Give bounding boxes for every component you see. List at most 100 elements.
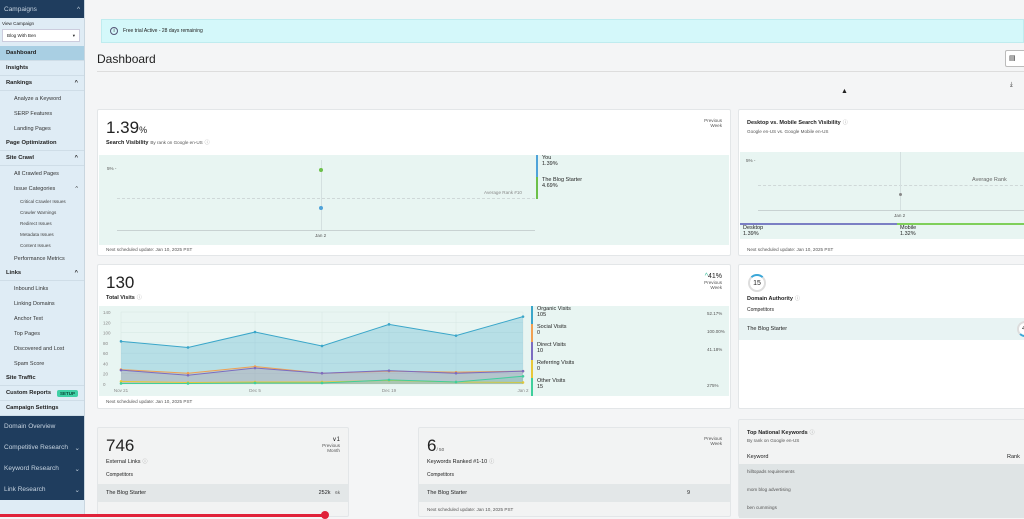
- help-icon[interactable]: ⓘ: [142, 459, 148, 465]
- sidebar-item-site-crawl[interactable]: Site Crawl ^: [0, 151, 84, 166]
- data-point[interactable]: [119, 380, 123, 383]
- domain-authority-card: 15 Domain Authority ⓘ Competitors The Bl…: [738, 264, 1024, 409]
- chevron-down-icon: ⌄: [74, 486, 80, 494]
- sidebar-item-metadata-issues[interactable]: Metadata Issues: [0, 229, 84, 240]
- nav-competitive-research[interactable]: Competitive Research ⌄: [0, 437, 84, 458]
- y-tick-label: 80: [103, 341, 109, 346]
- help-icon[interactable]: ⓘ: [809, 430, 815, 436]
- data-point[interactable]: [521, 381, 525, 384]
- keyword-row[interactable]: hilltopads requirements: [747, 469, 795, 474]
- chevron-up-icon[interactable]: ^: [75, 185, 78, 192]
- sidebar-item-inbound-links[interactable]: Inbound Links: [0, 281, 84, 296]
- data-point[interactable]: [119, 340, 123, 343]
- sidebar-item-label: Links: [6, 270, 22, 276]
- sidebar-item-label: Site Traffic: [6, 375, 36, 381]
- sidebar-item-performance-metrics[interactable]: Performance Metrics: [0, 251, 84, 266]
- x-tick: Jan 2: [315, 233, 327, 238]
- external-links-card: 746 External Links ⓘ ∨1 Previous Month Co…: [97, 427, 349, 517]
- competitors-label: Competitors: [106, 472, 133, 478]
- data-point[interactable]: [253, 366, 257, 370]
- col-rank: Rank: [1007, 454, 1020, 460]
- sidebar-item-site-traffic[interactable]: Site Traffic: [0, 371, 84, 386]
- data-point[interactable]: [387, 323, 391, 326]
- sidebar-item-content-issues[interactable]: Content Issues: [0, 240, 84, 251]
- y-tick: 5% -: [107, 166, 117, 171]
- sidebar-item-label: Linking Domains: [14, 300, 55, 307]
- sidebar-item-links[interactable]: Links ^: [0, 266, 84, 281]
- sidebar-item-critical-crawler-issues[interactable]: Critical Crawler Issues: [0, 196, 84, 207]
- data-point[interactable]: [320, 371, 324, 375]
- visibility-value: 1.39: [106, 118, 140, 137]
- sidebar-item-campaign-settings[interactable]: Campaign Settings: [0, 401, 84, 416]
- chevron-up-icon[interactable]: ^: [74, 80, 78, 86]
- avg-rank-label: Average Rank: [972, 177, 1007, 183]
- sidebar-item-insights[interactable]: Insights: [0, 61, 84, 76]
- data-point[interactable]: [454, 380, 458, 384]
- chevron-up-icon: ^: [76, 5, 80, 13]
- data-point[interactable]: [320, 344, 324, 348]
- data-point[interactable]: [186, 382, 190, 385]
- data-point[interactable]: [387, 369, 391, 372]
- nav-domain-overview[interactable]: Domain Overview: [0, 416, 84, 437]
- sidebar-item-all-crawled-pages[interactable]: All Crawled Pages: [0, 166, 84, 181]
- update-note: Next scheduled update: Jan 10, 2025 PST: [106, 247, 193, 252]
- help-icon[interactable]: ⓘ: [204, 140, 210, 146]
- nav-keyword-research[interactable]: Keyword Research ⌄: [0, 458, 84, 479]
- video-scrubber-handle[interactable]: [321, 511, 329, 519]
- sidebar-item-custom-reports[interactable]: Custom Reports SETUP: [0, 386, 84, 401]
- keyword-row[interactable]: mom blog advertising: [747, 487, 791, 492]
- sidebar-item-label: Crawler Warnings: [20, 210, 57, 215]
- sidebar-item-label: Discovered and Lost: [14, 345, 65, 352]
- sidebar-item-issue-categories[interactable]: Issue Categories ^: [0, 181, 84, 196]
- video-progress-bar[interactable]: [0, 514, 325, 517]
- sidebar-item-discovered-and-lost[interactable]: Discovered and Lost: [0, 341, 84, 356]
- sidebar-item-top-pages[interactable]: Top Pages: [0, 326, 84, 341]
- sidebar-item-linking-domains[interactable]: Linking Domains: [0, 296, 84, 311]
- data-point[interactable]: [253, 381, 257, 385]
- external-links-value: 746: [106, 436, 135, 455]
- help-icon[interactable]: ⓘ: [489, 459, 495, 465]
- data-point[interactable]: [387, 378, 391, 382]
- sidebar-item-rankings[interactable]: Rankings ^: [0, 76, 84, 91]
- sidebar-item-anchor-text[interactable]: Anchor Text: [0, 311, 84, 326]
- sidebar-item-redirect-issues[interactable]: Redirect Issues: [0, 218, 84, 229]
- nav-link-research[interactable]: Link Research ⌄: [0, 479, 84, 500]
- data-point[interactable]: [253, 330, 257, 334]
- sidebar-item-page-optimization[interactable]: Page Optimization: [0, 136, 84, 151]
- data-point[interactable]: [521, 315, 525, 318]
- data-point[interactable]: [186, 373, 190, 377]
- chevron-up-icon[interactable]: ^: [74, 155, 78, 161]
- sidebar-item-analyze-a-keyword[interactable]: Analyze a Keyword: [0, 91, 84, 106]
- help-icon[interactable]: ⓘ: [842, 120, 848, 126]
- data-point[interactable]: [521, 369, 525, 373]
- legend-name: You: [542, 155, 552, 161]
- data-point[interactable]: [119, 368, 123, 372]
- sidebar-item-dashboard[interactable]: Dashboard: [0, 46, 84, 61]
- nav-label: Competitive Research: [4, 444, 68, 451]
- data-point[interactable]: [454, 371, 458, 375]
- download-icon[interactable]: ⤓: [1010, 82, 1013, 88]
- visits-chart-area: 140 120 100 80 60 40 20 0 Nov 21 Dec 5 Dec 19 Jan 2…: [99, 306, 729, 396]
- da-label: Domain Authority: [747, 296, 793, 302]
- data-point[interactable]: [320, 381, 324, 385]
- campaigns-header[interactable]: Campaigns ^: [0, 0, 84, 18]
- y-tick-label: 100: [103, 331, 111, 336]
- campaign-select[interactable]: Blog With Ben ▾: [2, 29, 80, 42]
- data-point[interactable]: [454, 334, 458, 337]
- sidebar-item-label: Page Optimization: [6, 140, 57, 146]
- data-point[interactable]: [119, 382, 123, 385]
- chevron-up-icon[interactable]: ^: [74, 270, 78, 276]
- y-tick: 5% -: [746, 158, 756, 163]
- sidebar-item-serp-features[interactable]: SERP Features: [0, 106, 84, 121]
- data-point[interactable]: [186, 346, 190, 349]
- data-point[interactable]: [521, 374, 525, 378]
- keyword-row[interactable]: ben cummings: [747, 505, 777, 510]
- help-icon[interactable]: ⓘ: [794, 296, 800, 302]
- x-tick-label: Dec 19: [382, 388, 397, 393]
- view-button[interactable]: ▤: [1005, 50, 1024, 67]
- sidebar-item-spam-score[interactable]: Spam Score: [0, 356, 84, 371]
- data-point[interactable]: [186, 371, 190, 375]
- sidebar-item-landing-pages[interactable]: Landing Pages: [0, 121, 84, 136]
- sidebar-item-crawler-warnings[interactable]: Crawler Warnings: [0, 207, 84, 218]
- help-icon[interactable]: ⓘ: [136, 295, 142, 301]
